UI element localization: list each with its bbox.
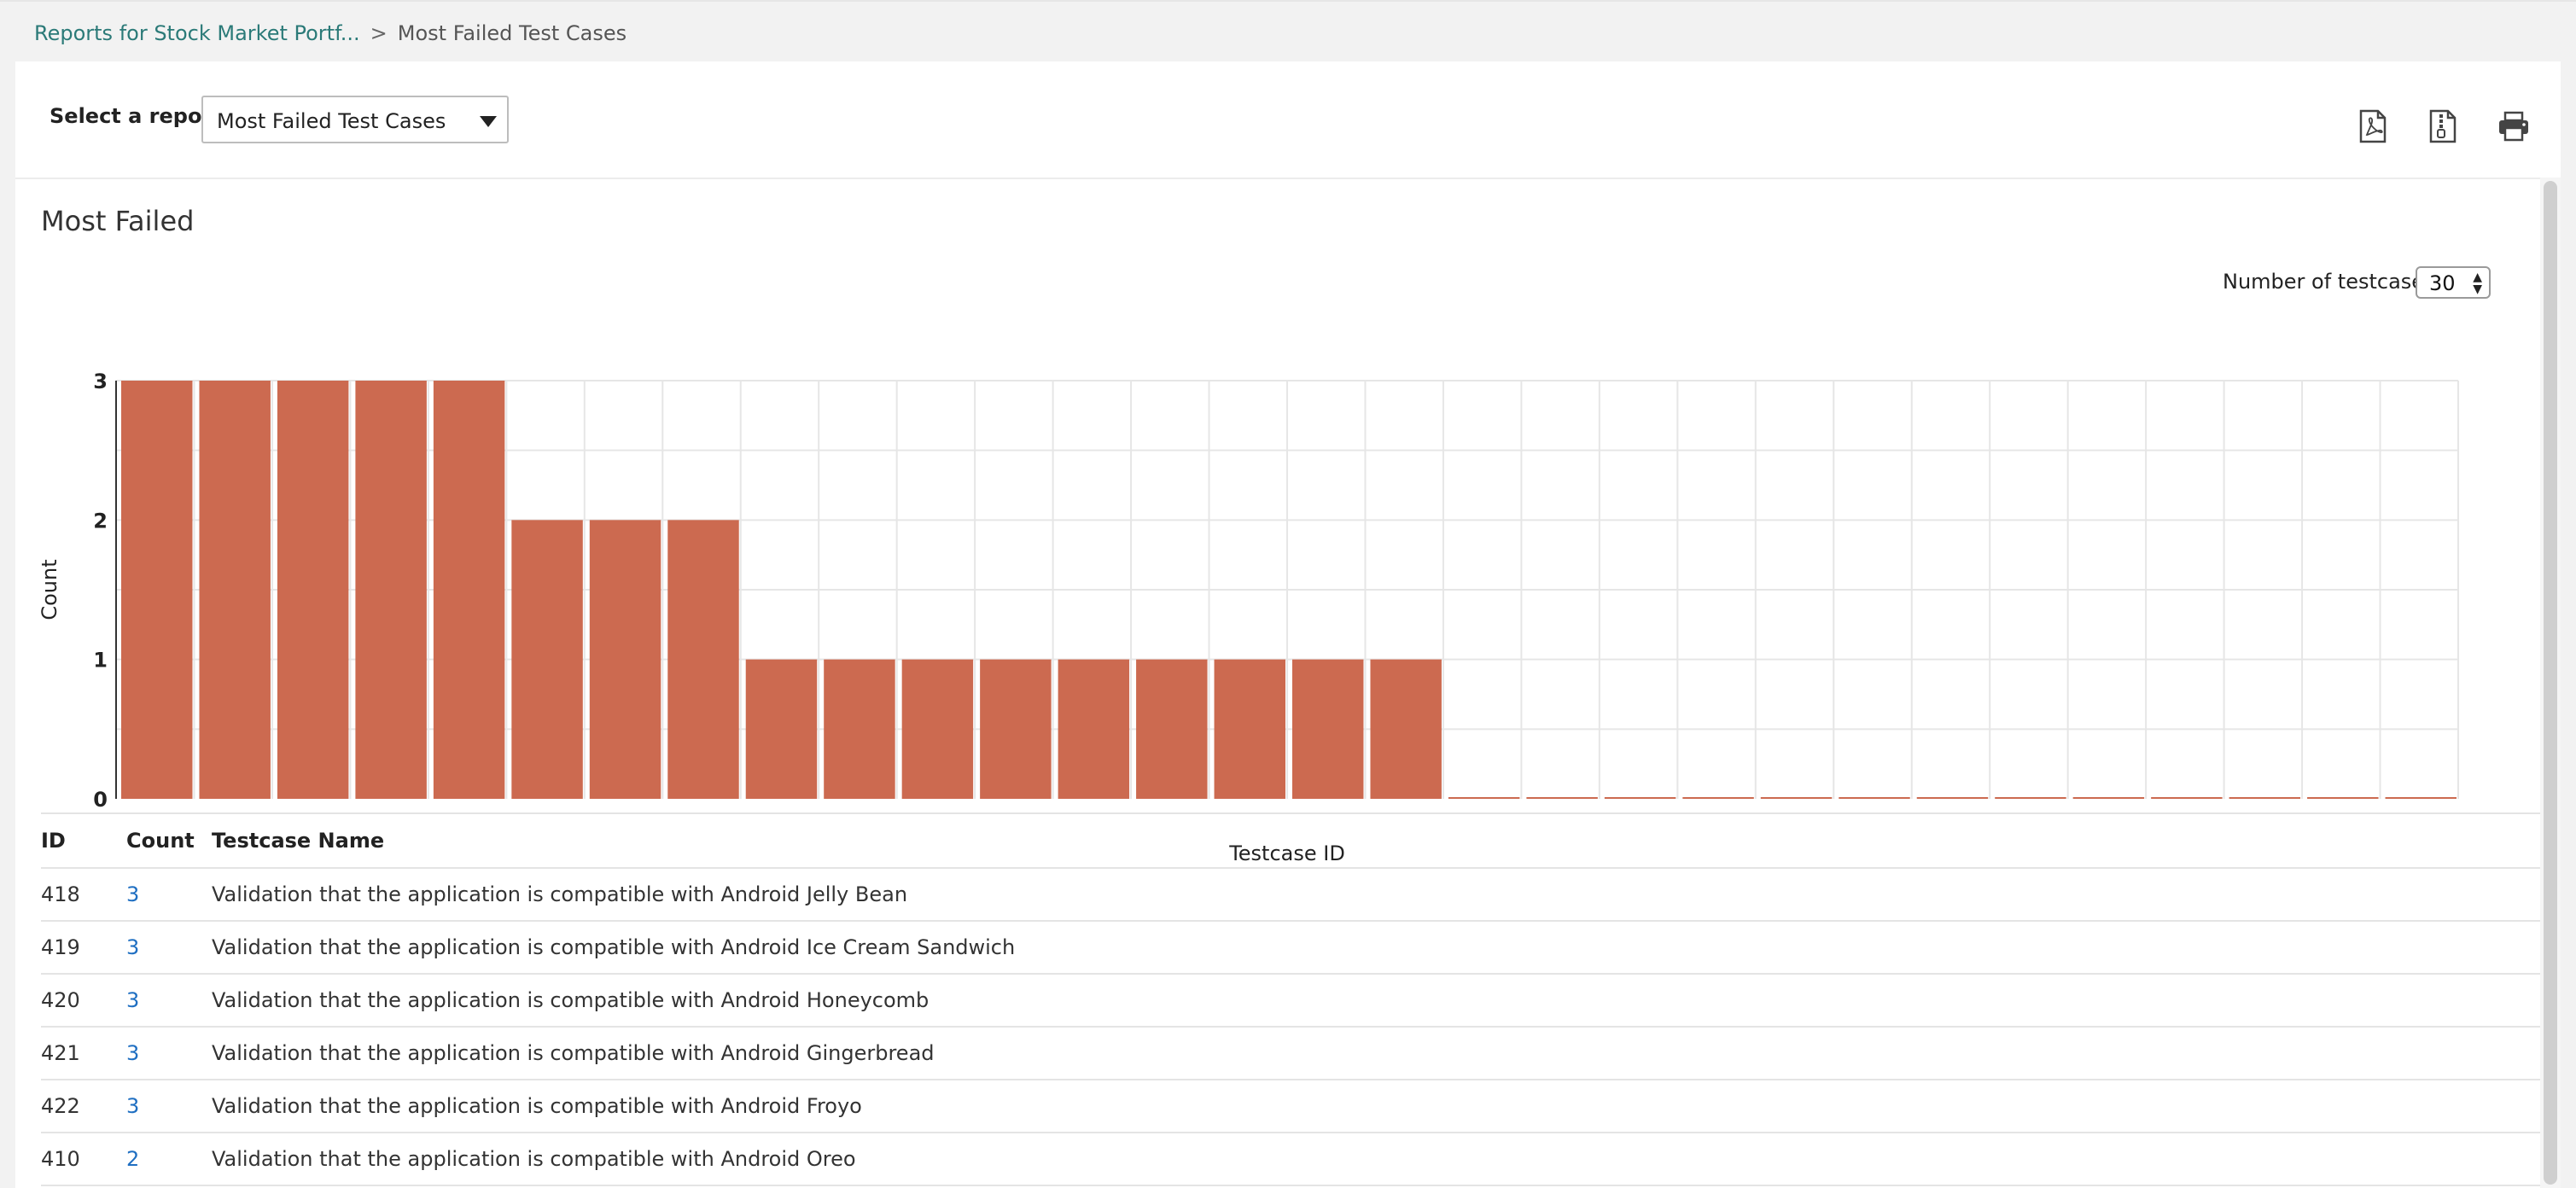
chart-bar: [2072, 797, 2145, 799]
chart-bar: [1370, 659, 1442, 799]
report-toolbar: Select a report Most Failed Test Cases: [15, 61, 2561, 179]
row-id: 421: [41, 1027, 126, 1080]
y-tick-label: 2: [93, 509, 108, 533]
chart-bar: [1604, 797, 1676, 799]
breadcrumb-current: Most Failed Test Cases: [397, 21, 627, 45]
row-testcase-name: Validation that the application is compa…: [212, 921, 2542, 975]
print-icon[interactable]: [2497, 109, 2530, 143]
file-export-icon[interactable]: [2427, 109, 2458, 143]
chart-bar: [980, 659, 1052, 799]
most-failed-table: ID Count Testcase Name 418 3 Validation …: [41, 812, 2542, 1186]
chart-bar: [355, 381, 427, 799]
chart-bar: [277, 381, 349, 799]
row-id: 419: [41, 921, 126, 975]
row-testcase-name: Validation that the application is compa…: [212, 868, 2542, 922]
chart-bar: [1995, 797, 2066, 799]
breadcrumb-separator: >: [370, 21, 388, 45]
report-select-value: Most Failed Test Cases: [217, 109, 446, 133]
row-count-link[interactable]: 3: [126, 1094, 140, 1118]
chart-bar: [121, 381, 193, 799]
chart-bar: [511, 520, 583, 799]
chart-bar: [1292, 659, 1364, 799]
y-tick-label: 1: [93, 649, 108, 673]
breadcrumb: Reports for Stock Market Portf... > Most F…: [34, 20, 627, 46]
chart-bar: [2307, 797, 2379, 799]
row-testcase-name: Validation that the application is compa…: [212, 974, 2542, 1028]
y-tick-label: 0: [93, 788, 108, 812]
row-count-link[interactable]: 2: [126, 1147, 140, 1171]
report-select[interactable]: Most Failed Test Cases: [201, 96, 509, 143]
vertical-scrollbar[interactable]: [2540, 178, 2561, 1188]
row-count-link[interactable]: 3: [126, 882, 140, 906]
chart-bar: [667, 520, 739, 799]
chart-bar: [2229, 797, 2301, 799]
chart-bar: [1839, 797, 1910, 799]
chart-bar: [901, 659, 974, 799]
chevron-down-icon: [480, 116, 497, 127]
table-row: 422 3 Validation that the application is…: [41, 1080, 2542, 1133]
table-header-row: ID Count Testcase Name: [41, 812, 2542, 869]
y-axis-label: Count: [38, 559, 61, 620]
column-header-id: ID: [41, 812, 126, 869]
chart-bar: [1214, 659, 1285, 799]
column-header-testcase-name: Testcase Name: [212, 812, 2542, 869]
column-header-count: Count: [126, 812, 212, 869]
row-testcase-name: Validation that the application is compa…: [212, 1133, 2542, 1186]
pdf-export-icon[interactable]: [2357, 109, 2388, 143]
row-count-link[interactable]: 3: [126, 1041, 140, 1065]
table-row: 410 2 Validation that the application is…: [41, 1133, 2542, 1186]
chart-bar: [1916, 797, 1989, 799]
chart-bar: [824, 659, 895, 799]
row-id: 422: [41, 1080, 126, 1133]
row-id: 420: [41, 974, 126, 1028]
row-id: 410: [41, 1133, 126, 1186]
chart-bar: [1448, 797, 1520, 799]
row-count-link[interactable]: 3: [126, 935, 140, 959]
breadcrumb-parent-link[interactable]: Reports for Stock Market Portf...: [34, 21, 360, 45]
row-testcase-name: Validation that the application is compa…: [212, 1080, 2542, 1133]
testcases-count-select[interactable]: 30 ▲ ▼: [2416, 266, 2491, 299]
chart-bar: [1760, 797, 1833, 799]
row-count-link[interactable]: 3: [126, 988, 140, 1012]
select-report-label: Select a report: [50, 104, 222, 128]
chart-bar: [1058, 659, 1130, 799]
y-tick-label: 3: [93, 370, 108, 393]
chart-bar: [745, 659, 818, 799]
report-panel: Select a report Most Failed Test Cases M…: [15, 61, 2561, 1188]
row-id: 418: [41, 868, 126, 922]
chart-bar: [199, 381, 271, 799]
table-row: 421 3 Validation that the application is…: [41, 1027, 2542, 1080]
report-title: Most Failed: [41, 205, 195, 237]
stepper-arrows-icon: ▲ ▼: [2473, 271, 2482, 296]
chart-bar: [1682, 797, 1754, 799]
row-testcase-name: Validation that the application is compa…: [212, 1027, 2542, 1080]
scrollbar-thumb[interactable]: [2544, 181, 2557, 1185]
chart-bar: [589, 520, 661, 799]
chart-bar: [1136, 659, 1208, 799]
table-row: 420 3 Validation that the application is…: [41, 974, 2542, 1028]
chart-bar: [1526, 797, 1598, 799]
top-bar: Reports for Stock Market Portf... > Most F…: [0, 0, 2576, 61]
table-row: 418 3 Validation that the application is…: [41, 868, 2542, 922]
testcases-count-label: Number of testcases:: [2223, 270, 2442, 294]
table-row: 419 3 Validation that the application is…: [41, 921, 2542, 975]
testcases-count-value: 30: [2429, 271, 2456, 295]
chart-bar: [2151, 797, 2223, 799]
chart-bar: [433, 381, 505, 799]
chart-bar: [2385, 797, 2457, 799]
